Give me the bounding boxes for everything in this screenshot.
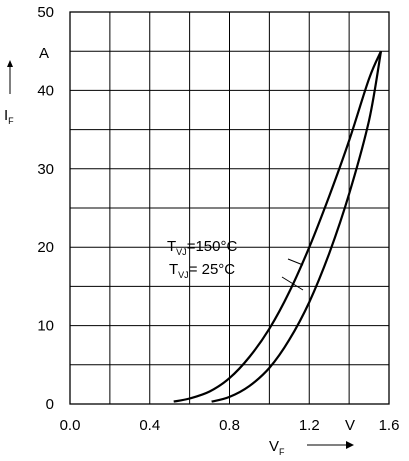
plot-frame <box>69 11 390 405</box>
leader-line-25c <box>281 276 304 291</box>
curve-group <box>173 50 383 403</box>
x-tick-label: 1.6 <box>379 417 400 434</box>
x-tick-label: 0.4 <box>139 417 160 434</box>
plot-border <box>69 11 390 405</box>
x-axis-arrow-icon <box>346 441 354 449</box>
y-unit-label: A <box>39 45 49 62</box>
series-line-25c <box>211 51 383 403</box>
y-tick-label: 20 <box>37 239 54 256</box>
x-unit-label: V <box>345 417 355 434</box>
x-tick-label: 0.8 <box>219 417 240 434</box>
grid-lines <box>70 12 389 404</box>
y-axis-label: IF <box>4 107 14 126</box>
y-tick-label: 40 <box>37 82 54 99</box>
y-tick-label: 0 <box>46 396 54 413</box>
tick-labels: 0.0 0.4 0.8 1.2 1.6 0 10 20 30 40 50 <box>37 4 399 434</box>
series-line-150c <box>173 50 383 403</box>
x-axis-label: VF <box>269 438 285 457</box>
series-label-25c: TVJ= 25°C <box>169 261 235 280</box>
x-tick-label: 0.0 <box>60 417 81 434</box>
series-label-150c: TVJ=150°C <box>167 238 237 257</box>
y-tick-label: 30 <box>37 161 54 178</box>
leader-line-150c <box>287 258 304 266</box>
x-tick-label: 1.2 <box>299 417 320 434</box>
y-axis-arrow-icon <box>7 60 13 67</box>
y-tick-label: 50 <box>37 4 54 21</box>
y-tick-label: 10 <box>37 318 54 335</box>
